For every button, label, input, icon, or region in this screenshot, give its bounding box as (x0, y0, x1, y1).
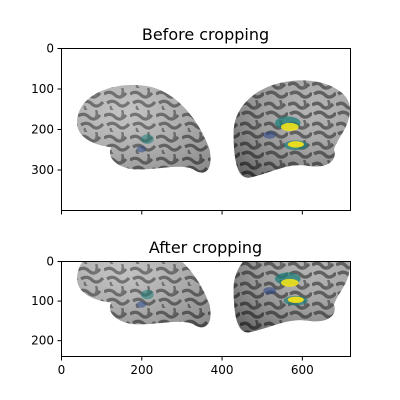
activation-overlay-peak (280, 122, 299, 132)
panel-after-cropping: After cropping 0 200 400 600 0 100 200 (31, 238, 351, 377)
activation-overlay (140, 289, 154, 300)
x-axis-ticks: 0 200 400 600 (58, 356, 314, 377)
activation-overlay-peak (287, 141, 304, 148)
y-axis-ticks: 0 100 200 300 (31, 42, 62, 177)
y-axis-ticks: 0 100 200 (31, 255, 62, 348)
activation-overlay (263, 287, 277, 295)
y-tick-label: 200 (31, 334, 54, 348)
y-tick-label: 100 (31, 294, 54, 308)
activation-overlay (136, 146, 147, 153)
y-tick-label: 300 (31, 163, 54, 177)
activation-overlay-peak (280, 278, 299, 287)
activation-overlay (263, 131, 277, 139)
y-tick-label: 0 (46, 255, 54, 269)
panel-before-cropping: Before cropping 0 100 200 300 (31, 25, 351, 215)
brain-image (77, 261, 350, 333)
x-tick-label: 200 (130, 363, 153, 377)
activation-overlay-peak (287, 296, 304, 303)
y-tick-label: 200 (31, 123, 54, 137)
axes-frame (61, 261, 351, 357)
brain-image (77, 80, 350, 178)
x-tick-label: 400 (211, 363, 234, 377)
x-axis-ticks (61, 210, 303, 215)
x-tick-label: 600 (291, 363, 314, 377)
y-tick-label: 0 (46, 42, 54, 56)
activation-overlay (136, 301, 147, 308)
panel-title: After cropping (149, 238, 262, 257)
panel-title: Before cropping (142, 25, 269, 44)
left-hemisphere-shading (77, 84, 211, 173)
activation-overlay (140, 134, 154, 144)
y-tick-label: 100 (31, 82, 54, 96)
x-tick-label: 0 (58, 363, 66, 377)
